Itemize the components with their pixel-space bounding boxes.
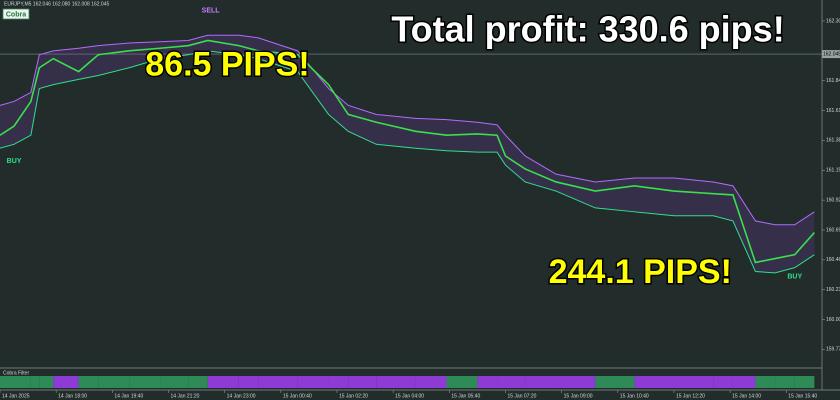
x-tick-label: 15 Jan 10:40 xyxy=(620,393,649,399)
x-tick-label: 14 Jan 21:20 xyxy=(170,393,199,399)
current-price-label: 162.045 xyxy=(823,51,840,57)
filter-bar xyxy=(30,376,40,388)
filter-bar xyxy=(415,376,447,388)
filter-bar xyxy=(39,376,54,388)
price-line xyxy=(0,39,815,264)
band-line xyxy=(0,50,815,274)
y-tick-label: 162.300 xyxy=(826,18,840,24)
y-tick-label: 161.380 xyxy=(826,138,840,144)
x-tick-label: 15 Jan 09:00 xyxy=(564,393,593,399)
band-line xyxy=(0,34,815,226)
x-tick-label: 14 Jan 2025 xyxy=(2,393,30,399)
filter-bar xyxy=(14,376,31,388)
filter-bar xyxy=(328,376,349,388)
indicator-badge[interactable] xyxy=(2,8,30,20)
filter-label: Cobra Filter xyxy=(3,370,29,376)
filter-bar xyxy=(207,376,239,388)
filter-bar xyxy=(98,376,130,388)
y-tick-label: 161.150 xyxy=(826,168,840,174)
filter-bar xyxy=(258,376,298,388)
chart-title: Total profit: 330.6 pips! xyxy=(391,9,784,50)
current-price-box xyxy=(822,50,840,59)
x-tick-label: 15 Jan 05:40 xyxy=(451,393,480,399)
filter-bar xyxy=(556,376,596,388)
filter-bar xyxy=(238,376,259,388)
filter-bar xyxy=(634,376,674,388)
x-tick-label: 15 Jan 04:00 xyxy=(395,393,424,399)
filter-bar xyxy=(0,376,15,388)
x-tick-label: 14 Jan 23:00 xyxy=(227,393,256,399)
y-tick-label: 161.610 xyxy=(826,108,840,114)
filter-bar xyxy=(497,376,506,388)
filter-bar xyxy=(755,376,776,388)
profit-callout: 244.1 PIPS! xyxy=(549,253,732,291)
x-tick-label: 15 Jan 07:20 xyxy=(507,393,536,399)
y-tick-label: 160.690 xyxy=(826,227,840,233)
y-tick-label: 160.230 xyxy=(826,287,840,293)
filter-bar xyxy=(794,376,815,388)
filter-bar xyxy=(673,376,714,388)
filter-bar xyxy=(775,376,795,388)
filter-bar xyxy=(188,376,208,388)
signal-label: SELL xyxy=(202,7,221,14)
symbol-header: EURJPY,M5 162.046 162.080 162.008 162.04… xyxy=(4,1,109,7)
x-tick-label: 15 Jan 15:40 xyxy=(788,393,817,399)
filter-bar xyxy=(297,376,329,388)
signal-label: BUY xyxy=(7,158,22,165)
signal-label: BUY xyxy=(787,274,802,281)
indicator-name: Cobra xyxy=(6,11,26,18)
filter-bar xyxy=(129,376,161,388)
y-tick-label: 161.840 xyxy=(826,78,840,84)
filter-bar xyxy=(348,376,377,388)
filter-bar xyxy=(713,376,733,388)
x-tick-label: 14 Jan 19:40 xyxy=(114,393,143,399)
filter-bar xyxy=(477,376,498,388)
filter-bar xyxy=(160,376,189,388)
y-tick-label: 160.460 xyxy=(826,257,840,263)
x-tick-label: 14 Jan 18:00 xyxy=(58,393,87,399)
y-tick-label: 159.770 xyxy=(826,347,840,353)
profit-callout: 86.5 PIPS! xyxy=(145,45,309,83)
y-tick-label: 160.000 xyxy=(826,317,840,323)
filter-bar xyxy=(446,376,478,388)
band-fill xyxy=(0,35,815,273)
filter-bar xyxy=(53,376,79,388)
filter-bar xyxy=(732,376,756,388)
y-tick-label: 160.920 xyxy=(826,197,840,203)
filter-bar xyxy=(525,376,557,388)
x-tick-label: 15 Jan 02:20 xyxy=(339,393,368,399)
x-tick-label: 15 Jan 12:20 xyxy=(676,393,705,399)
filter-bar xyxy=(376,376,416,388)
filter-bar xyxy=(78,376,99,388)
x-tick-label: 15 Jan 14:00 xyxy=(732,393,761,399)
x-tick-label: 15 Jan 00:40 xyxy=(283,393,312,399)
filter-bar xyxy=(505,376,526,388)
filter-bar xyxy=(595,376,635,388)
